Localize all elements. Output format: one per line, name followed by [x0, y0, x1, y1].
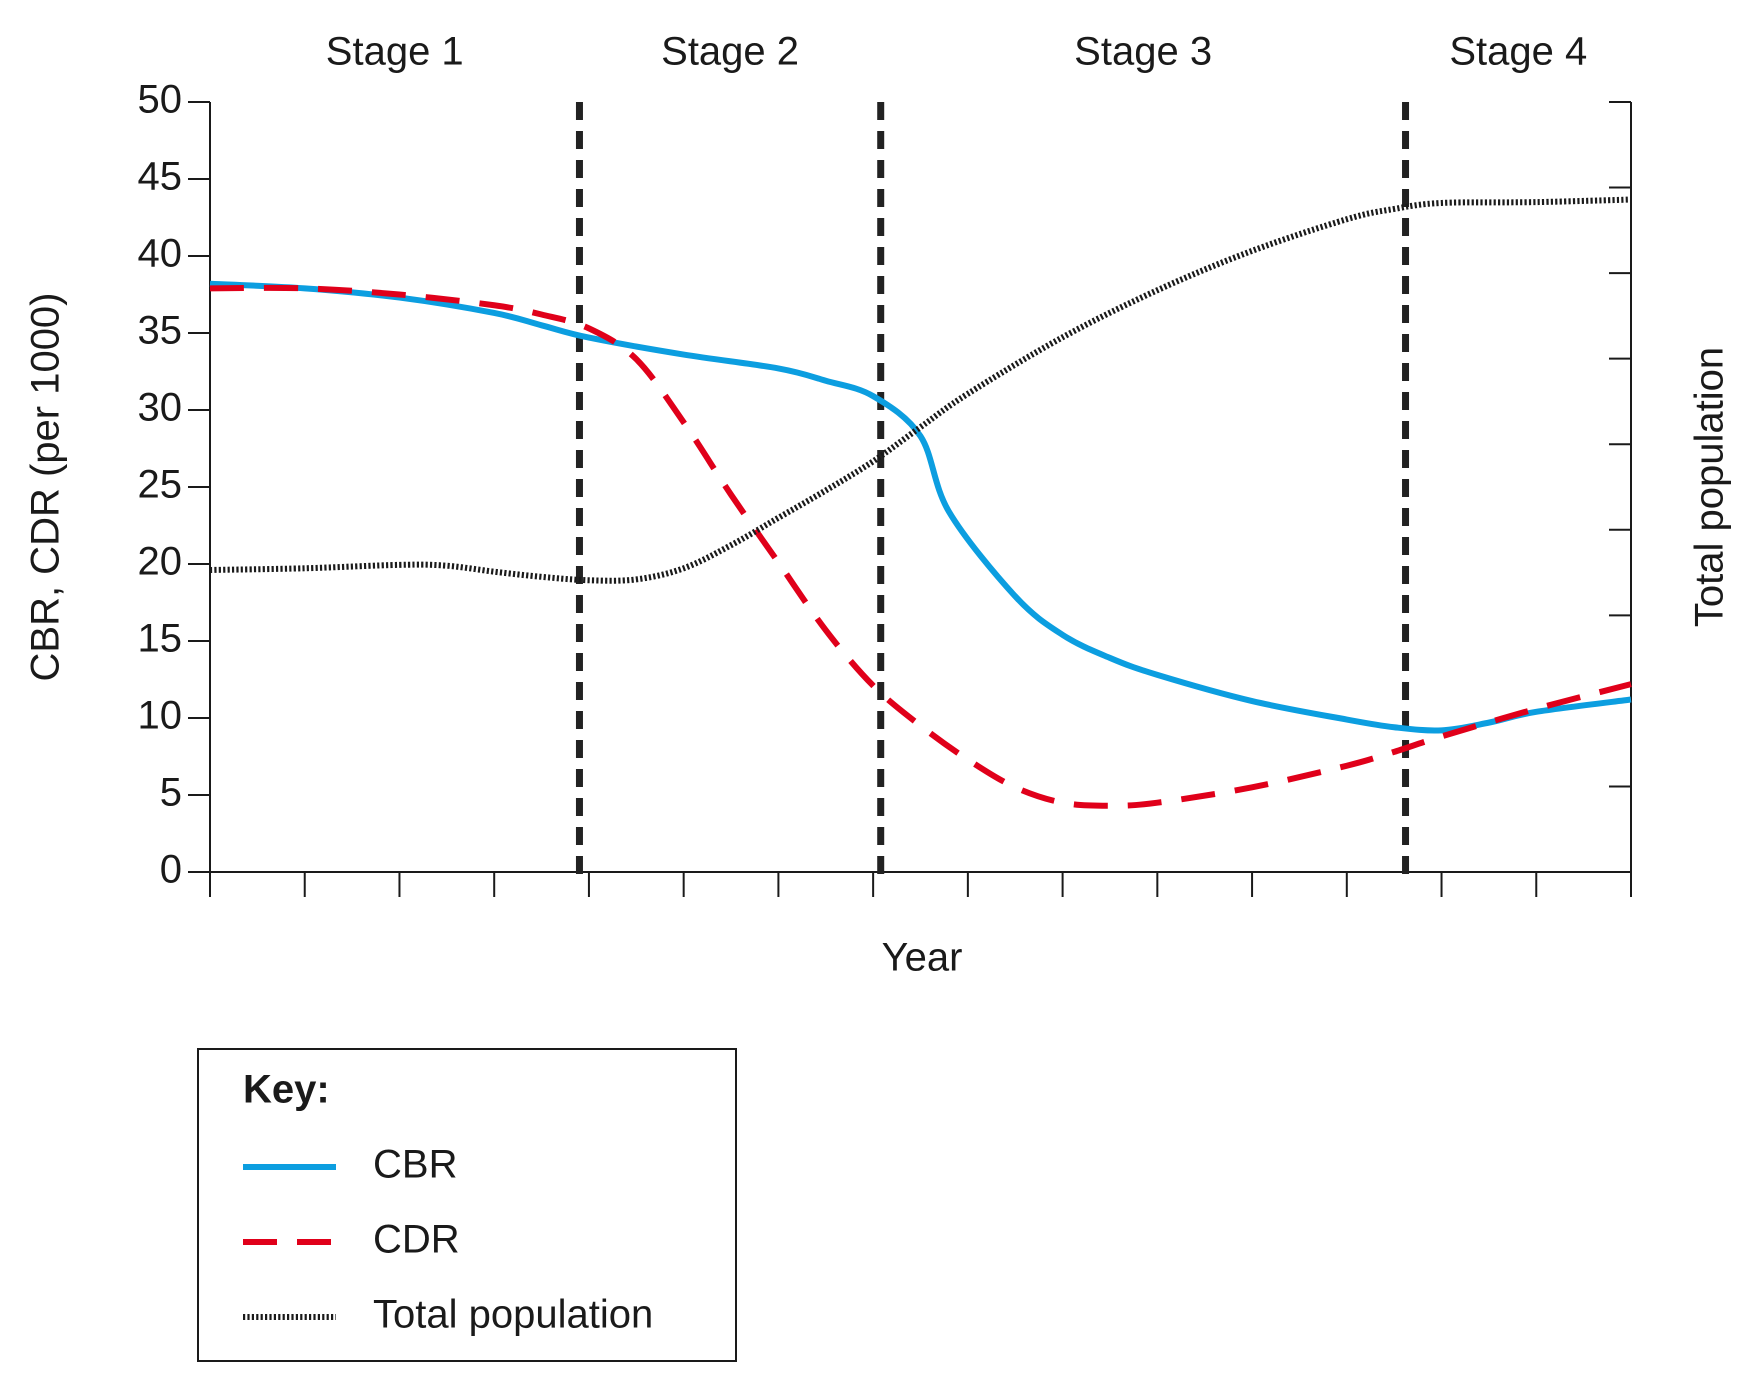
y-tick-label: 50 [138, 78, 183, 122]
y-axis-label: CBR, CDR (per 1000) [24, 292, 68, 681]
y-tick-label: 20 [138, 540, 183, 584]
stage-label: Stage 2 [661, 30, 799, 74]
y-tick-label: 45 [138, 155, 183, 199]
legend-label: CDR [373, 1218, 460, 1262]
y-tick-label: 30 [138, 386, 183, 430]
stage-label: Stage 1 [326, 30, 464, 74]
legend-title: Key: [243, 1068, 330, 1112]
y-tick-label: 15 [138, 617, 183, 661]
x-axis-label: Year [882, 936, 963, 980]
y-tick-label: 5 [160, 771, 182, 815]
y-tick-label: 25 [138, 463, 183, 507]
stage-label: Stage 3 [1074, 30, 1212, 74]
series-line [209, 280, 1632, 734]
series-line [209, 284, 1632, 809]
stage-label: Stage 4 [1449, 30, 1587, 74]
y-tick-label: 40 [138, 232, 183, 276]
legend-label: CBR [373, 1143, 457, 1187]
y-tick-label: 35 [138, 309, 183, 353]
y-tick-label: 0 [160, 848, 182, 892]
y-tick-label: 10 [138, 694, 183, 738]
legend-box [197, 1048, 737, 1362]
legend-label: Total population [373, 1293, 653, 1337]
y2-axis-label: Total population [1688, 347, 1732, 627]
series-line [209, 196, 1632, 584]
